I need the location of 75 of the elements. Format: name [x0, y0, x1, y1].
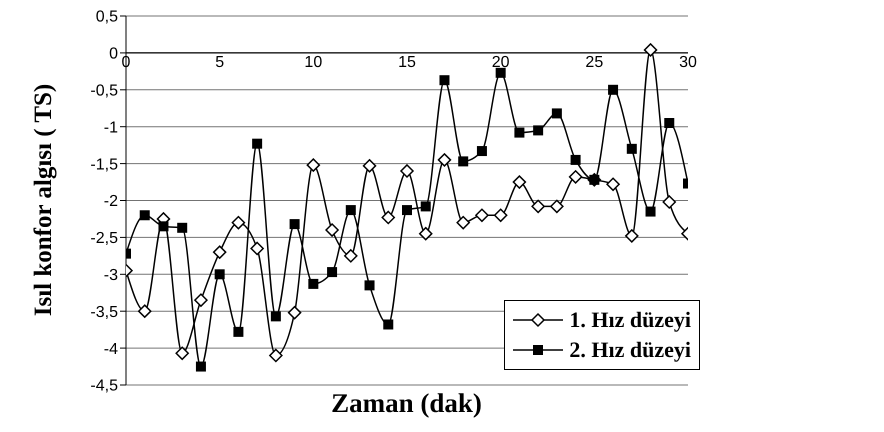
y-tick-label: -3	[104, 266, 118, 284]
point	[662, 195, 676, 209]
point	[570, 154, 581, 165]
point	[568, 170, 582, 184]
point	[476, 146, 487, 156]
y-tick-label: 0,5	[96, 8, 118, 26]
point	[232, 216, 246, 230]
y-tick-label: -0,5	[90, 82, 118, 100]
point	[456, 216, 470, 230]
point	[212, 245, 226, 259]
y-tick-label: -1	[104, 119, 118, 136]
point	[458, 156, 468, 166]
x-tick-label: 10	[304, 54, 322, 71]
point	[494, 208, 508, 222]
point	[550, 200, 564, 214]
point	[196, 362, 206, 372]
point	[418, 226, 432, 240]
point	[325, 223, 339, 237]
point	[346, 205, 356, 216]
point	[402, 205, 412, 216]
point	[439, 75, 450, 86]
point	[496, 68, 506, 78]
y-tick-label: -4,5	[90, 378, 118, 395]
legend-label: 1. Hız düzeyi	[569, 307, 691, 333]
x-tick-label: 15	[398, 54, 416, 71]
point	[608, 84, 618, 95]
point	[344, 249, 358, 263]
point	[214, 269, 225, 280]
point	[140, 210, 150, 220]
point	[644, 43, 658, 57]
y-tick-label: -4	[104, 340, 118, 358]
point	[664, 118, 674, 128]
point	[250, 242, 264, 256]
point	[646, 206, 656, 217]
point	[533, 125, 544, 136]
point	[269, 348, 283, 362]
y-tick-label: -2,5	[90, 230, 118, 248]
point	[306, 158, 320, 172]
point	[362, 159, 376, 173]
point	[138, 304, 152, 318]
point	[364, 280, 375, 290]
y-tick-label: -1,5	[90, 156, 118, 174]
point	[475, 208, 489, 222]
point	[327, 267, 338, 278]
legend-label: 2. Hız düzeyi	[569, 337, 691, 363]
point	[252, 138, 262, 149]
point	[270, 311, 281, 322]
x-tick-label: 25	[585, 54, 604, 71]
y-axis-title: Isıl konfor algısı ( TS)	[30, 84, 58, 316]
x-tick-label: 5	[215, 54, 224, 71]
point	[233, 326, 244, 337]
point	[308, 278, 318, 289]
point	[625, 229, 639, 243]
point	[420, 201, 431, 212]
y-tick-label: -3,5	[90, 304, 118, 321]
point	[514, 128, 524, 138]
point	[626, 144, 637, 154]
point	[290, 219, 300, 230]
point	[288, 306, 302, 320]
point	[552, 108, 562, 118]
point	[438, 153, 452, 167]
point	[177, 222, 188, 233]
point	[158, 221, 168, 232]
y-tick-label: -2	[104, 193, 118, 210]
point	[194, 293, 208, 307]
point	[383, 319, 394, 330]
point	[175, 346, 189, 360]
x-axis-title: Zaman (dak)	[330, 388, 483, 419]
point	[531, 200, 545, 214]
x-tick-label: 20	[492, 54, 510, 71]
x-tick-label: 30	[679, 54, 697, 71]
point	[382, 210, 396, 224]
point	[606, 178, 620, 192]
point	[512, 175, 526, 189]
point	[400, 164, 414, 178]
